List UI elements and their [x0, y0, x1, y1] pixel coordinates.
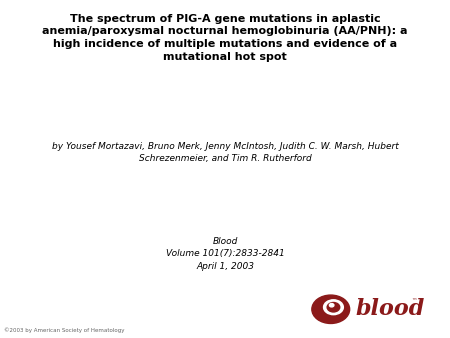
Text: ™: ™	[412, 299, 417, 304]
Text: The spectrum of PIG-A gene mutations in aplastic
anemia/paroxysmal nocturnal hem: The spectrum of PIG-A gene mutations in …	[42, 14, 408, 62]
Text: blood: blood	[356, 298, 425, 320]
Text: by Yousef Mortazavi, Bruno Merk, Jenny McIntosh, Judith C. W. Marsh, Hubert
Schr: by Yousef Mortazavi, Bruno Merk, Jenny M…	[52, 142, 398, 163]
Text: ©2003 by American Society of Hematology: ©2003 by American Society of Hematology	[4, 327, 125, 333]
Circle shape	[312, 295, 350, 323]
Text: Blood
Volume 101(7):2833-2841
April 1, 2003: Blood Volume 101(7):2833-2841 April 1, 2…	[166, 237, 284, 271]
Circle shape	[329, 304, 334, 307]
Circle shape	[324, 300, 343, 315]
Circle shape	[327, 303, 340, 312]
